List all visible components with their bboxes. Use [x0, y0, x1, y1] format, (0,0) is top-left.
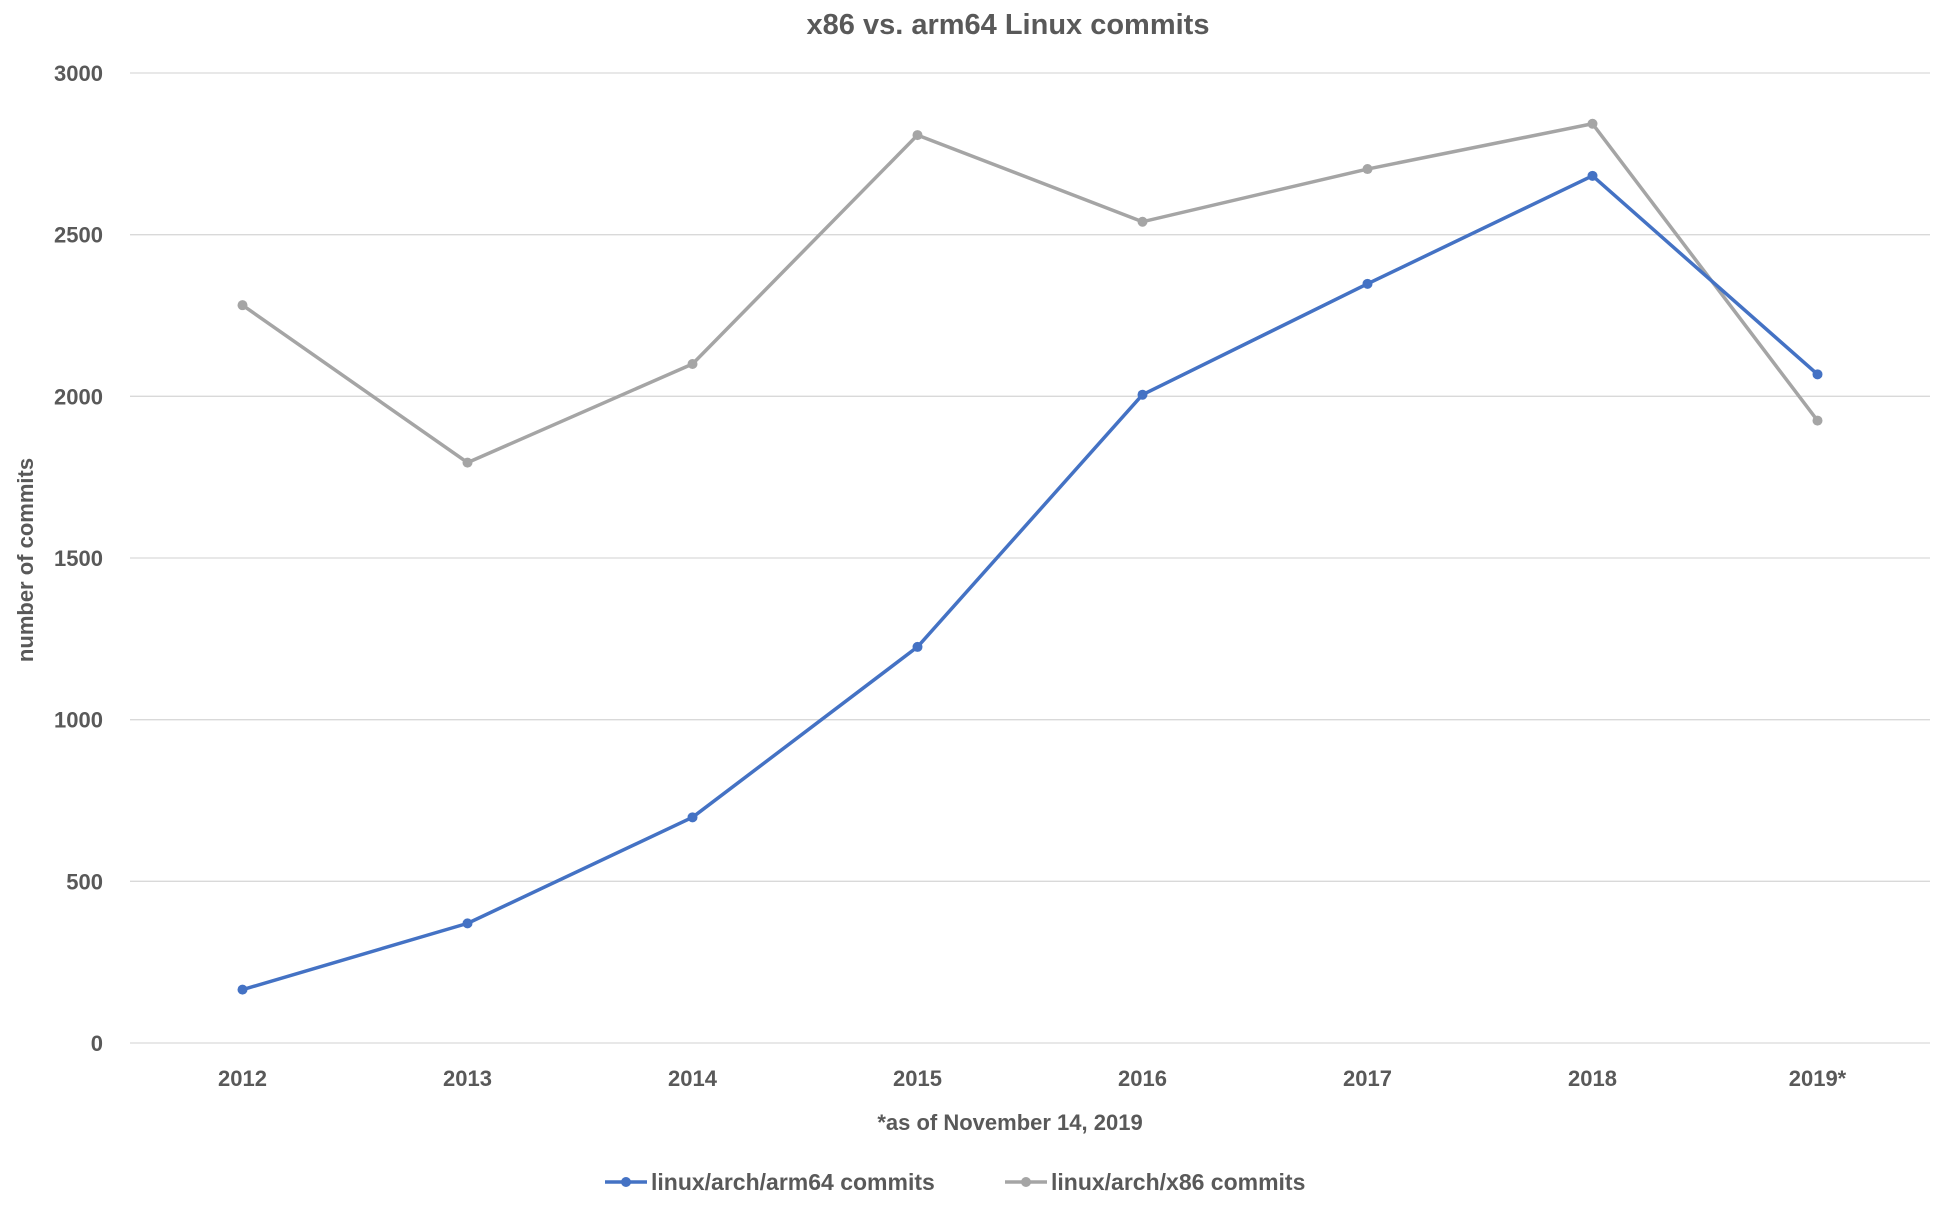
data-point	[237, 984, 248, 995]
legend-item: linux/arch/x86 commits	[1005, 1169, 1305, 1195]
series-line	[241, 122, 1819, 465]
data-point	[912, 641, 923, 652]
x-tick-label: 2013	[443, 1066, 492, 1091]
data-point	[1812, 415, 1823, 426]
y-tick-label: 1500	[54, 546, 103, 571]
legend: linux/arch/arm64 commits linux/arch/x86 c…	[605, 1169, 1305, 1195]
data-point	[912, 130, 923, 141]
y-tick-label: 500	[66, 869, 103, 894]
y-tick-label: 0	[91, 1031, 103, 1056]
data-point	[687, 812, 698, 823]
x-tick-label: 2017	[1343, 1066, 1392, 1091]
data-point	[1137, 216, 1148, 227]
data-point	[687, 359, 698, 369]
y-axis-label: number of commits	[13, 458, 38, 662]
data-point	[1587, 170, 1598, 181]
legend-label: linux/arch/x86 commits	[1051, 1169, 1305, 1195]
x-tick-label: 2012	[218, 1066, 267, 1091]
x-tick-label: 2016	[1118, 1066, 1167, 1091]
y-tick-label: 2500	[54, 223, 103, 248]
data-point	[462, 918, 473, 929]
series-line	[242, 174, 1819, 992]
series-lines	[237, 118, 1823, 995]
data-point	[237, 300, 248, 311]
x-tick-label: 2019*	[1789, 1066, 1847, 1091]
chart-title: x86 vs. arm64 Linux commits	[807, 9, 1210, 41]
y-tick-label: 3000	[54, 61, 103, 86]
data-point	[1587, 118, 1598, 129]
data-point	[462, 457, 473, 468]
x-axis-ticks: 2012 2013 2014 2015 2016 2017 2018 2019*	[218, 1066, 1847, 1091]
data-point	[1362, 164, 1373, 175]
y-tick-label: 2000	[54, 384, 103, 409]
legend-item: linux/arch/arm64 commits	[605, 1169, 935, 1195]
data-point	[1137, 389, 1148, 400]
data-point	[1362, 278, 1373, 289]
gridlines	[130, 72, 1930, 1044]
x-axis-label: *as of November 14, 2019	[877, 1110, 1142, 1135]
legend-swatch-marker	[621, 1177, 631, 1187]
y-axis-ticks: 0 500 1000 1500 2000 2500 3000	[54, 61, 103, 1056]
legend-swatch-marker	[1021, 1177, 1031, 1187]
data-point	[1812, 369, 1823, 380]
x-tick-label: 2018	[1568, 1066, 1617, 1091]
x-tick-label: 2014	[668, 1066, 718, 1091]
legend-label: linux/arch/arm64 commits	[651, 1169, 935, 1195]
x-tick-label: 2015	[893, 1066, 942, 1091]
y-tick-label: 1000	[54, 708, 103, 733]
